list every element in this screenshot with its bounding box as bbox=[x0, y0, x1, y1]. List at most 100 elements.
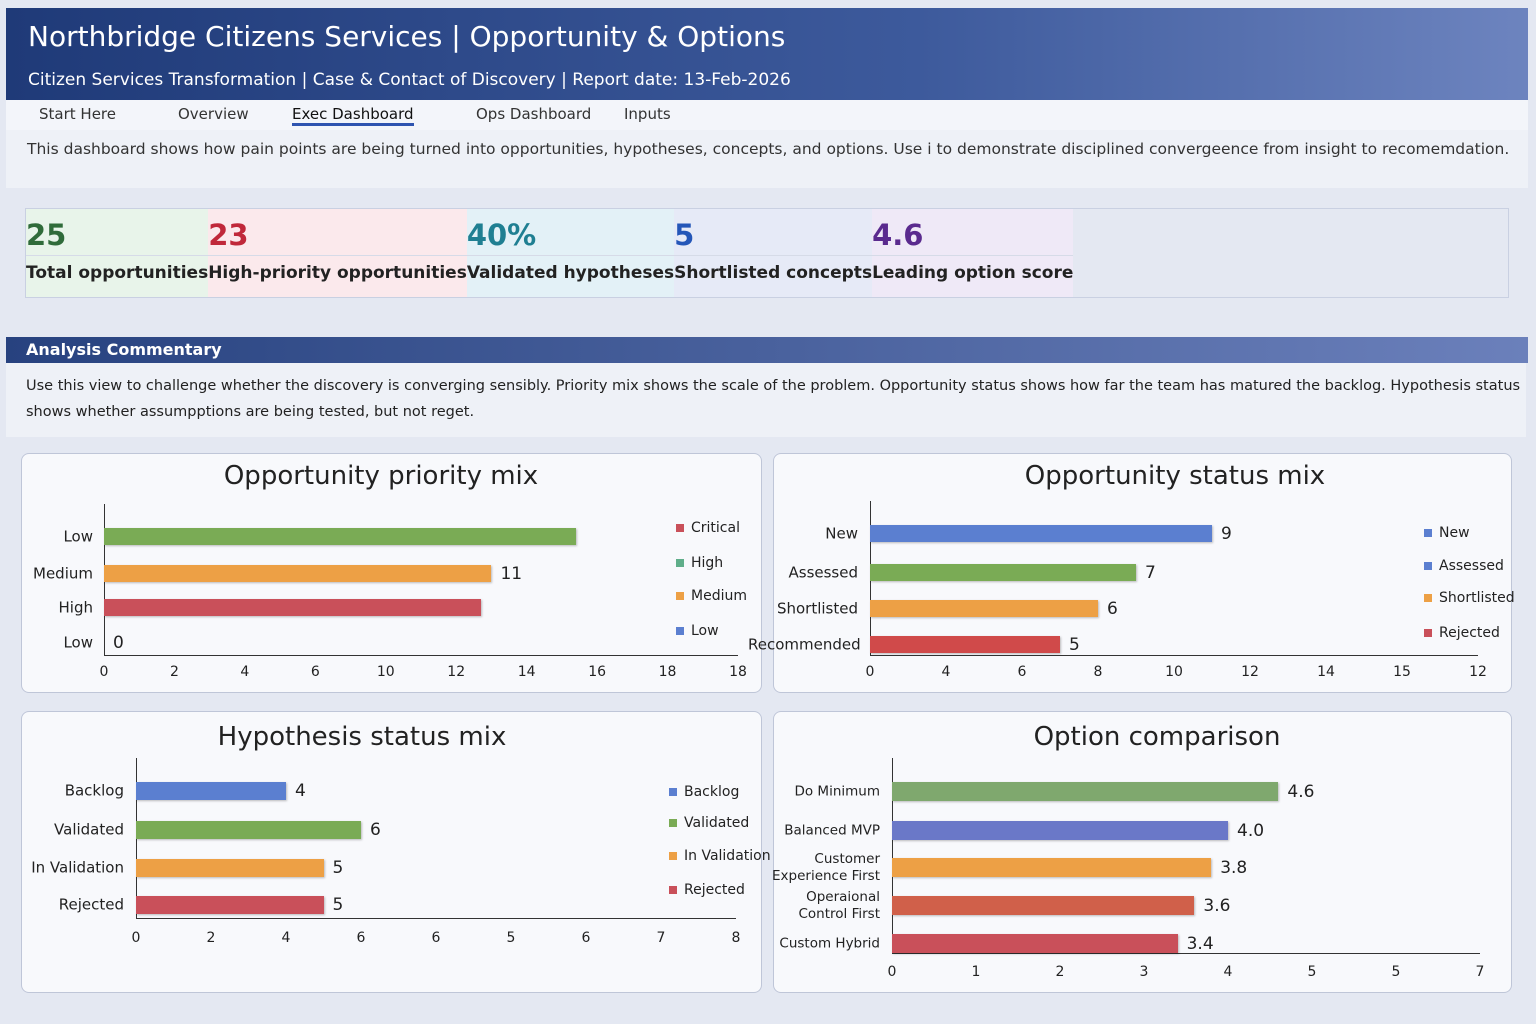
bar bbox=[104, 599, 481, 616]
value-label: 4.6 bbox=[1287, 781, 1315, 802]
value-label: 9 bbox=[1221, 523, 1232, 544]
y-tick-label: Shortlisted bbox=[776, 599, 858, 617]
y-tick-label: High bbox=[58, 598, 93, 616]
y-tick-label: Do Minimum bbox=[794, 783, 880, 799]
x-tick-label: 6 bbox=[431, 930, 441, 946]
x-tick-label: 12 bbox=[447, 664, 466, 680]
x-axis bbox=[136, 918, 736, 919]
x-axis bbox=[892, 953, 1480, 954]
legend-label: New bbox=[1439, 525, 1470, 541]
y-tick-label: Operaional Control First bbox=[798, 888, 880, 922]
subtitle: Case & Contact of Discovery bbox=[312, 70, 556, 90]
subtitle: Report date: 13-Feb-2026 bbox=[572, 70, 791, 90]
value-label: 3.6 bbox=[1203, 895, 1231, 916]
commentary-title: Analysis Commentary bbox=[6, 337, 1528, 363]
legend-label: In Validation bbox=[684, 848, 771, 864]
kpi-label: Validated hypotheses bbox=[466, 255, 675, 290]
section: Opportunity & Options bbox=[469, 20, 786, 53]
bar bbox=[136, 896, 324, 914]
legend-swatch bbox=[676, 559, 684, 567]
x-tick-label: 15 bbox=[1393, 664, 1411, 680]
x-tick-label: 14 bbox=[517, 664, 536, 680]
x-tick-label: 14 bbox=[1317, 664, 1335, 680]
bar bbox=[104, 565, 492, 582]
bar bbox=[892, 858, 1212, 877]
legend-label: Critical bbox=[691, 520, 740, 536]
kpi-value: 5 bbox=[674, 218, 695, 252]
x-tick-label: 7 bbox=[1475, 964, 1485, 980]
kpi-card: 5 Shortlisted concepts bbox=[674, 209, 873, 297]
y-tick-label: Low bbox=[63, 633, 93, 651]
kpi-card: 25 Total opportunities bbox=[26, 209, 209, 297]
x-tick-label: 7 bbox=[656, 930, 666, 946]
legend-swatch bbox=[669, 788, 677, 796]
chart-title: Opportunity priority mix bbox=[223, 461, 539, 491]
y-tick-label: New bbox=[825, 524, 858, 542]
x-axis bbox=[104, 655, 738, 656]
x-tick-label: 0 bbox=[865, 664, 875, 680]
x-tick-label: 0 bbox=[887, 964, 897, 980]
legend-swatch bbox=[676, 627, 684, 635]
x-tick-label: 6 bbox=[1017, 664, 1027, 680]
legend-label: Shortlisted bbox=[1439, 590, 1515, 606]
legend-label: Medium bbox=[691, 588, 747, 604]
value-label: 4.0 bbox=[1237, 820, 1265, 841]
y-tick-label: Recommended bbox=[748, 635, 861, 653]
legend-label: Validated bbox=[684, 815, 750, 831]
x-tick-label: 12 bbox=[1241, 664, 1259, 680]
y-axis bbox=[892, 758, 893, 953]
value-label: 7 bbox=[1145, 562, 1156, 583]
y-tick-label: Assessed bbox=[788, 563, 859, 581]
legend-swatch bbox=[669, 852, 677, 860]
tab[interactable]: Inputs bbox=[624, 105, 671, 123]
value-label: 5 bbox=[1069, 634, 1080, 655]
chart-title: Opportunity status mix bbox=[1024, 461, 1326, 491]
header: Northbridge Citizens Services | Opportun… bbox=[6, 8, 1528, 100]
x-tick-label: 0 bbox=[99, 664, 109, 680]
x-tick-label: 6 bbox=[310, 664, 320, 680]
subtitle: Citizen Services Transformation bbox=[28, 70, 297, 90]
legend-swatch bbox=[676, 524, 684, 532]
x-tick-label: 6 bbox=[356, 930, 366, 946]
y-tick-label: Rejected bbox=[58, 895, 124, 914]
kpi-value: 25 bbox=[26, 218, 67, 252]
x-tick-label: 3 bbox=[1139, 964, 1149, 980]
tab[interactable]: Overview bbox=[178, 105, 249, 123]
tab[interactable]: Exec Dashboard bbox=[292, 105, 414, 126]
x-tick-label: 0 bbox=[131, 930, 141, 946]
x-axis bbox=[870, 655, 1478, 656]
value-label: 5 bbox=[332, 895, 344, 915]
value-label: 11 bbox=[500, 563, 523, 584]
x-tick-label: 16 bbox=[588, 664, 607, 680]
bar bbox=[892, 821, 1228, 840]
description-text: This dashboard shows how pain points are… bbox=[27, 140, 1510, 158]
legend-label: Assessed bbox=[1439, 558, 1504, 574]
x-tick-label: 5 bbox=[1391, 964, 1401, 980]
value-label: 0 bbox=[113, 632, 124, 653]
legend-swatch bbox=[1424, 594, 1432, 602]
kpi-value: 40% bbox=[466, 218, 537, 252]
tabs: Start Here Overview Exec Dashboard Ops D… bbox=[6, 100, 1528, 131]
legend-swatch bbox=[1424, 629, 1432, 637]
value-label: 3.8 bbox=[1220, 857, 1248, 878]
legend-swatch bbox=[1424, 529, 1432, 537]
kpi-card: 40% Validated hypotheses bbox=[466, 209, 675, 297]
kpi-label: Shortlisted concepts bbox=[674, 255, 873, 290]
x-tick-label: 8 bbox=[1093, 664, 1103, 680]
x-tick-label: 5 bbox=[506, 930, 516, 946]
title: Northbridge Citizens Services bbox=[28, 20, 443, 53]
tab[interactable]: Start Here bbox=[39, 105, 116, 123]
kpi-card: 23 High-priority opportunities bbox=[208, 209, 467, 297]
bar bbox=[892, 934, 1178, 953]
x-tick-label: 4 bbox=[1223, 964, 1233, 980]
legend-label: Rejected bbox=[1439, 625, 1500, 641]
legend-swatch bbox=[669, 886, 677, 894]
y-tick-label: Balanced MVP bbox=[784, 822, 880, 838]
legend-swatch bbox=[669, 819, 677, 827]
bar bbox=[870, 636, 1060, 653]
bar bbox=[136, 782, 286, 800]
legend-label: High bbox=[691, 555, 724, 571]
tab[interactable]: Ops Dashboard bbox=[476, 105, 592, 123]
legend-swatch bbox=[676, 592, 684, 600]
x-tick-label: 2 bbox=[206, 930, 216, 946]
